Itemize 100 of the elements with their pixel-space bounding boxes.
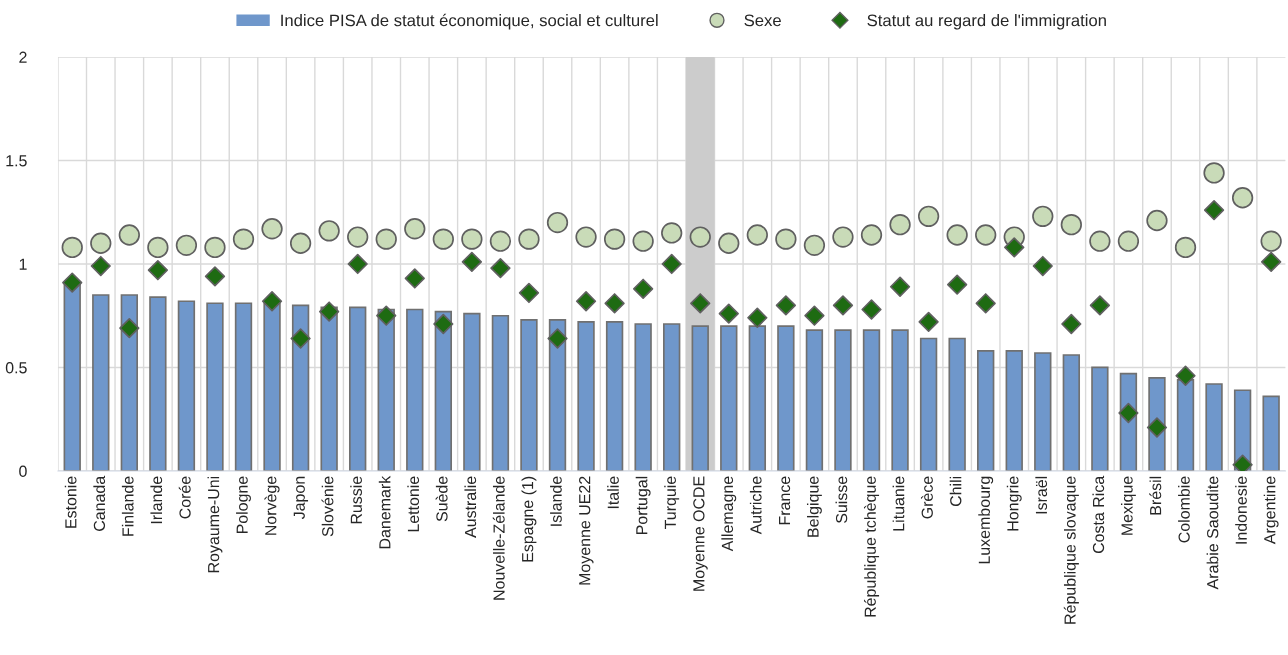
bar	[206, 302, 224, 471]
x-tick-label: Argentine	[1263, 476, 1279, 545]
point	[404, 268, 425, 289]
legend-label: Statut au regard de l'immigration	[867, 14, 1106, 30]
x-tick-label: Mexique	[1120, 476, 1136, 535]
bar	[919, 337, 938, 471]
x-tick-label: Danemark	[378, 475, 391, 549]
x-tick-label: Corée	[178, 476, 191, 519]
point	[632, 278, 654, 299]
x-tick-label: Indonesie	[1235, 476, 1247, 544]
bar	[320, 306, 338, 471]
point	[575, 226, 597, 248]
point	[1060, 213, 1082, 236]
point	[746, 224, 768, 246]
point	[1203, 199, 1225, 221]
bar	[1062, 354, 1081, 471]
point	[718, 232, 740, 254]
x-tick-label: République tchèque	[863, 476, 880, 617]
point	[918, 311, 939, 333]
bar	[63, 283, 81, 471]
point	[118, 224, 140, 246]
point	[804, 305, 825, 326]
point	[90, 255, 111, 277]
x-tick-label: Lettonie	[407, 476, 420, 532]
bar	[1176, 379, 1195, 471]
point	[575, 291, 597, 312]
x-tick-label: France	[779, 476, 791, 525]
x-tick-label: Slovénie	[321, 476, 334, 537]
legend-label: Sexe	[744, 14, 781, 27]
bar	[1262, 395, 1280, 471]
x-tick-label: Royaume-Uni	[207, 476, 223, 573]
bar	[1091, 366, 1109, 471]
point	[1260, 230, 1282, 252]
point	[1203, 162, 1225, 184]
x-tick-label: Chili	[949, 476, 962, 507]
bar	[634, 323, 652, 471]
point	[861, 299, 882, 320]
point	[90, 232, 112, 254]
point	[1117, 230, 1140, 252]
point	[490, 257, 511, 279]
point	[1231, 187, 1254, 209]
x-tick-label: Grèce	[920, 476, 933, 519]
point	[661, 222, 683, 244]
bar	[748, 325, 767, 471]
x-tick-label: Moyenne UE22	[579, 476, 594, 585]
bar	[862, 329, 881, 471]
point	[404, 218, 426, 240]
x-tick-label: Autriche	[749, 476, 762, 535]
y-tick-label: 0	[19, 465, 27, 477]
x-tick-label: Allemagne	[721, 476, 737, 552]
point	[62, 272, 83, 293]
point	[889, 213, 911, 236]
point	[718, 303, 739, 324]
y-tick-label: 2	[19, 51, 27, 63]
point	[1089, 295, 1111, 316]
y-tick-label: 1	[19, 258, 27, 270]
bar	[605, 321, 624, 471]
x-tick-label: Turquie	[664, 476, 680, 529]
x-tick-label: Israël	[1035, 476, 1048, 514]
bar	[434, 310, 453, 471]
point	[1032, 255, 1053, 277]
bar	[463, 312, 481, 471]
point	[289, 232, 312, 254]
point	[1174, 236, 1197, 259]
x-tick-label: Portugal	[635, 476, 651, 534]
point	[603, 228, 626, 250]
point	[1061, 313, 1082, 335]
point	[147, 236, 169, 259]
x-tick-label: Arabie Saoudite	[1206, 476, 1219, 590]
point	[433, 313, 454, 335]
point	[347, 253, 368, 275]
point	[917, 205, 940, 228]
x-tick-label: Suède	[435, 476, 448, 522]
x-tick-label: République slovaque	[1063, 476, 1079, 624]
point	[975, 293, 996, 314]
bar	[177, 300, 196, 471]
point	[1118, 402, 1139, 424]
bar	[1034, 352, 1052, 471]
point	[461, 251, 483, 273]
bar	[234, 302, 253, 471]
point	[604, 293, 625, 314]
point	[860, 224, 883, 246]
point	[376, 305, 397, 326]
x-tick-label: Espagne (1)	[521, 476, 537, 562]
x-tick-label: Colombie	[1178, 476, 1190, 543]
x-tick-label: Canada	[93, 475, 106, 531]
bar	[777, 325, 795, 471]
point	[775, 228, 797, 250]
point	[1004, 237, 1025, 258]
bar	[263, 302, 281, 471]
x-tick-label: Brésil	[1149, 476, 1162, 515]
point	[1032, 205, 1054, 228]
x-tick-label: Hongrie	[1006, 476, 1022, 531]
y-tick-label: 1.5	[6, 155, 27, 167]
bar	[720, 325, 738, 471]
point	[1089, 230, 1111, 252]
bar	[406, 308, 424, 471]
bar	[1205, 383, 1223, 471]
x-tick-label: Belgique	[806, 476, 822, 537]
bar	[805, 329, 824, 471]
